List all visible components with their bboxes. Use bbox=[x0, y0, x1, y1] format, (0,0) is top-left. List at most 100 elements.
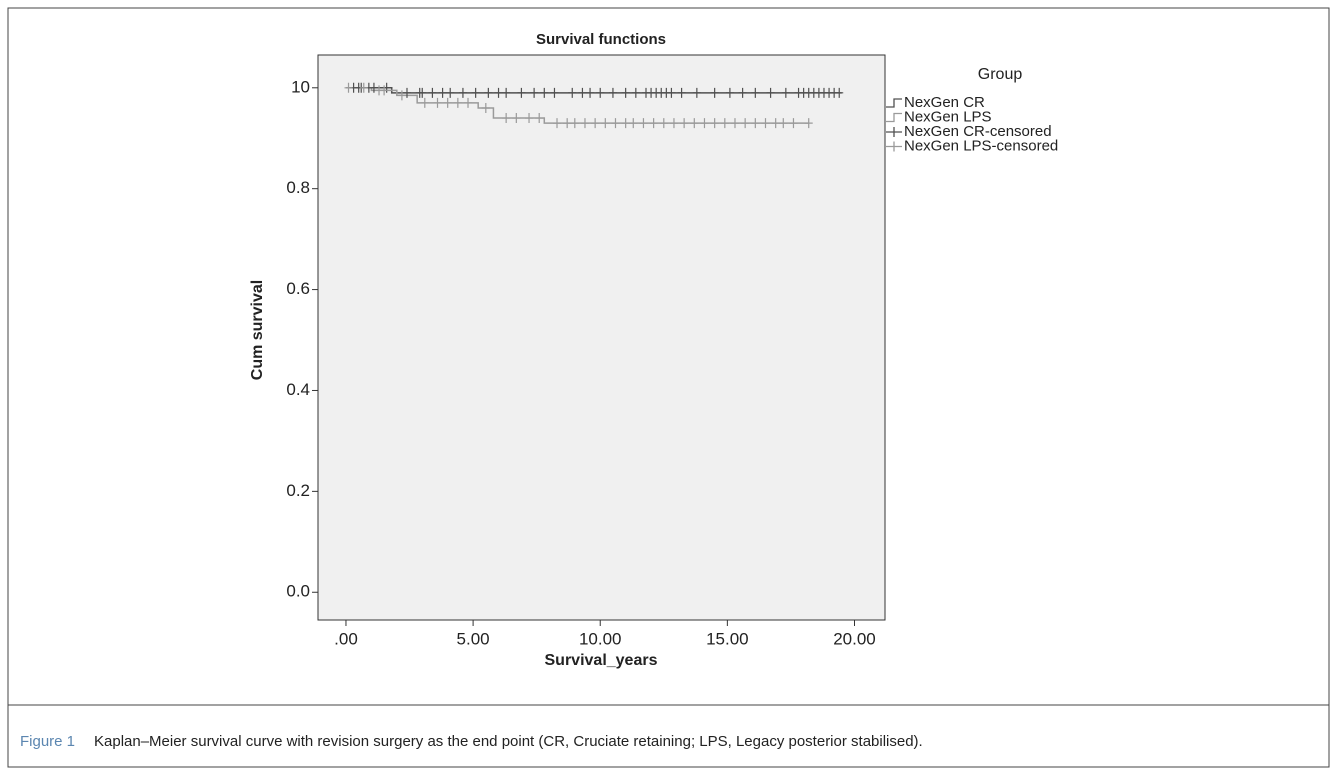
censor-mark bbox=[433, 97, 442, 108]
censor-mark bbox=[453, 97, 462, 108]
censor-mark bbox=[789, 118, 798, 129]
x-tick-label: .00 bbox=[334, 629, 358, 648]
censor-mark bbox=[420, 97, 429, 108]
legend-label: NexGen LPS bbox=[904, 108, 992, 125]
censor-mark bbox=[464, 97, 473, 108]
censor-mark bbox=[359, 82, 368, 93]
legend-icon bbox=[886, 141, 902, 152]
censor-mark bbox=[751, 87, 760, 98]
censor-mark bbox=[402, 87, 411, 98]
censor-mark bbox=[578, 87, 587, 98]
legend-icon bbox=[886, 127, 902, 137]
legend-title: Group bbox=[978, 66, 1023, 83]
censor-mark bbox=[494, 87, 503, 98]
censor-mark bbox=[568, 87, 577, 98]
censor-mark bbox=[629, 118, 638, 129]
censor-mark bbox=[725, 87, 734, 98]
censor-mark bbox=[700, 118, 709, 129]
censor-mark bbox=[369, 82, 378, 93]
censor-mark bbox=[530, 87, 539, 98]
censor-mark bbox=[692, 87, 701, 98]
y-axis-title: Cum survival bbox=[249, 280, 266, 380]
censor-mark bbox=[690, 118, 699, 129]
censor-mark bbox=[517, 87, 526, 98]
censor-mark bbox=[667, 87, 676, 98]
censor-mark bbox=[751, 118, 760, 129]
censor-mark bbox=[397, 90, 406, 101]
censor-mark bbox=[591, 118, 600, 129]
legend-icon bbox=[886, 98, 902, 108]
censor-mark bbox=[563, 118, 572, 129]
figure-frame bbox=[7, 7, 1330, 768]
censor-mark bbox=[380, 85, 389, 96]
censor-mark bbox=[502, 87, 511, 98]
censor-mark bbox=[631, 87, 640, 98]
censor-mark bbox=[471, 87, 480, 98]
censor-mark bbox=[443, 97, 452, 108]
legend-icon bbox=[886, 112, 902, 123]
censor-mark bbox=[428, 87, 437, 98]
censor-mark bbox=[720, 118, 729, 129]
censor-mark bbox=[761, 118, 770, 129]
censor-mark bbox=[710, 118, 719, 129]
censor-mark bbox=[608, 87, 617, 98]
x-tick-label: 10.00 bbox=[579, 629, 622, 648]
censor-mark bbox=[502, 113, 511, 124]
y-tick-label: 0.6 bbox=[286, 279, 310, 298]
censor-mark bbox=[835, 87, 844, 98]
censor-mark bbox=[741, 118, 750, 129]
censor-mark bbox=[535, 113, 544, 124]
censor-mark bbox=[659, 118, 668, 129]
caption-label: Figure 1 bbox=[20, 733, 75, 750]
legend-label: NexGen LPS-censored bbox=[904, 137, 1058, 154]
censor-mark bbox=[586, 87, 595, 98]
plot-area bbox=[317, 54, 886, 621]
censor-mark bbox=[553, 118, 562, 129]
censor-mark bbox=[418, 87, 427, 98]
y-tick-label: 10 bbox=[291, 77, 310, 96]
censor-mark bbox=[621, 87, 630, 98]
censor-mark bbox=[649, 118, 658, 129]
censor-mark bbox=[550, 87, 559, 98]
censor-mark bbox=[804, 118, 813, 129]
censor-mark bbox=[771, 118, 780, 129]
censor-mark bbox=[484, 87, 493, 98]
legend-label: NexGen CR-censored bbox=[904, 123, 1052, 140]
x-axis-title: Survival_years bbox=[545, 652, 658, 669]
censor-mark bbox=[621, 118, 630, 129]
y-tick-label: 0.0 bbox=[286, 582, 310, 601]
chart-title: Survival functions bbox=[536, 31, 666, 48]
censor-mark bbox=[669, 118, 678, 129]
censor-mark bbox=[781, 87, 790, 98]
y-tick-label: 0.2 bbox=[286, 481, 310, 500]
caption-text: Kaplan–Meier survival curve with revisio… bbox=[94, 733, 923, 750]
censor-mark bbox=[525, 113, 534, 124]
censor-mark bbox=[680, 118, 689, 129]
censor-mark bbox=[438, 87, 447, 98]
x-tick-label: 5.00 bbox=[457, 629, 490, 648]
censor-mark bbox=[677, 87, 686, 98]
censor-mark bbox=[344, 82, 353, 93]
y-tick-label: 0.4 bbox=[286, 380, 310, 399]
censor-mark bbox=[710, 87, 719, 98]
censor-mark bbox=[738, 87, 747, 98]
censor-mark bbox=[766, 87, 775, 98]
censor-mark bbox=[570, 118, 579, 129]
censor-mark bbox=[446, 87, 455, 98]
censor-mark bbox=[611, 118, 620, 129]
censor-mark bbox=[458, 87, 467, 98]
x-tick-label: 15.00 bbox=[706, 629, 749, 648]
censor-mark bbox=[596, 87, 605, 98]
censor-mark bbox=[481, 102, 490, 113]
censor-mark bbox=[512, 113, 521, 124]
legend-label: NexGen CR bbox=[904, 94, 985, 111]
censor-mark bbox=[540, 87, 549, 98]
censor-mark bbox=[601, 118, 610, 129]
censor-mark bbox=[639, 118, 648, 129]
censor-mark bbox=[580, 118, 589, 129]
x-tick-label: 20.00 bbox=[833, 629, 876, 648]
censor-mark bbox=[779, 118, 788, 129]
censor-mark bbox=[730, 118, 739, 129]
